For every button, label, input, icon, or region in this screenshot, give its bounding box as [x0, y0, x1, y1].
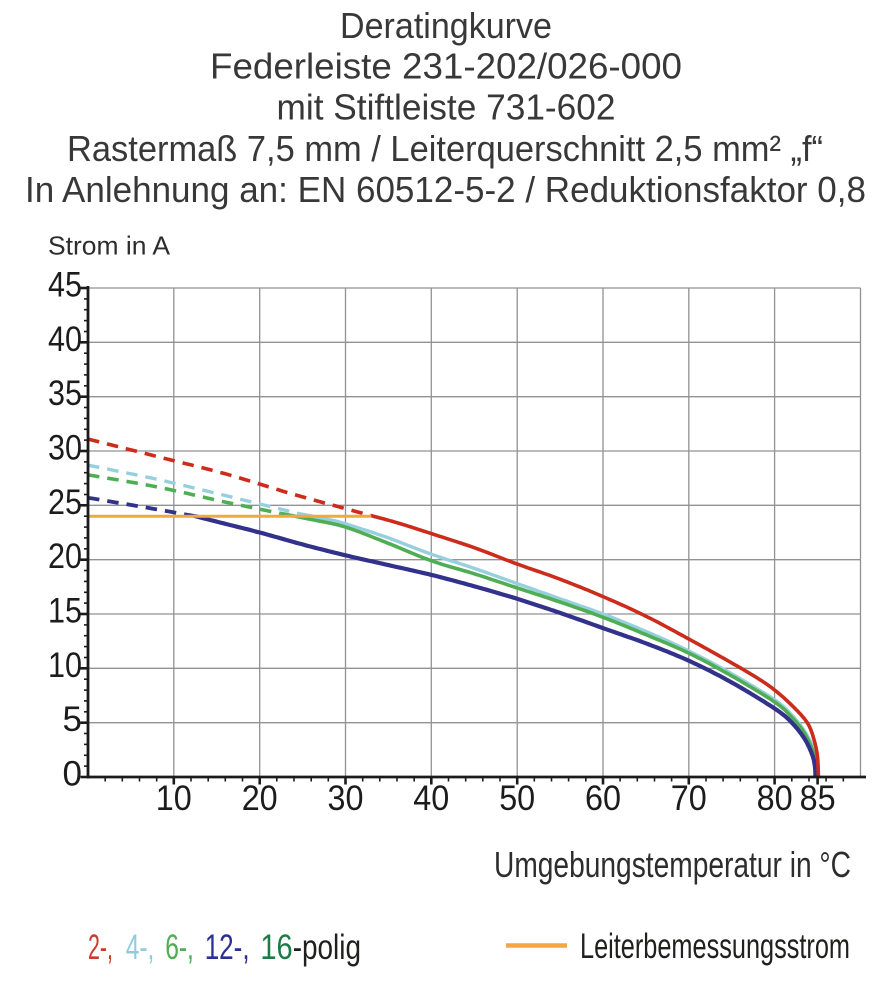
svg-text:4-,: 4-, [126, 928, 155, 967]
svg-text:80: 80 [757, 779, 793, 818]
svg-text:2-,: 2-, [88, 928, 113, 967]
svg-text:10: 10 [48, 646, 82, 685]
svg-text:85: 85 [800, 779, 836, 818]
svg-text:Deratingkurve: Deratingkurve [340, 5, 552, 46]
svg-text:20: 20 [48, 537, 82, 576]
svg-text:35: 35 [48, 374, 82, 413]
svg-text:5: 5 [63, 700, 82, 739]
svg-text:Federleiste 231-202/026-000: Federleiste 231-202/026-000 [210, 46, 682, 87]
svg-text:In Anlehnung an: EN 60512-5-2: In Anlehnung an: EN 60512-5-2 / Reduktio… [25, 169, 866, 210]
svg-text:70: 70 [671, 779, 707, 818]
svg-text:50: 50 [499, 779, 535, 818]
svg-text:30: 30 [328, 779, 364, 818]
svg-text:10: 10 [156, 779, 192, 818]
svg-text:12-,: 12-, [205, 928, 250, 967]
svg-text:-polig: -polig [293, 928, 361, 967]
svg-text:60: 60 [585, 779, 621, 818]
svg-text:40: 40 [413, 779, 449, 818]
svg-text:30: 30 [48, 429, 82, 468]
svg-text:Strom in A: Strom in A [48, 231, 171, 261]
svg-text:0: 0 [63, 755, 82, 794]
svg-text:16: 16 [260, 928, 292, 967]
svg-text:mit Stiftleiste 731-602: mit Stiftleiste 731-602 [277, 87, 616, 128]
svg-text:6-,: 6-, [165, 928, 194, 967]
svg-text:Rastermaß 7,5 mm / Leiterquers: Rastermaß 7,5 mm / Leiterquerschnitt 2,5… [67, 128, 823, 169]
svg-text:15: 15 [48, 592, 82, 631]
svg-text:20: 20 [242, 779, 278, 818]
svg-text:Leiterbemessungsstrom: Leiterbemessungsstrom [580, 927, 850, 966]
svg-text:Umgebungstemperatur in °C: Umgebungstemperatur in °C [494, 844, 851, 885]
svg-text:40: 40 [48, 320, 82, 359]
svg-text:45: 45 [48, 266, 82, 305]
svg-text:25: 25 [48, 483, 82, 522]
